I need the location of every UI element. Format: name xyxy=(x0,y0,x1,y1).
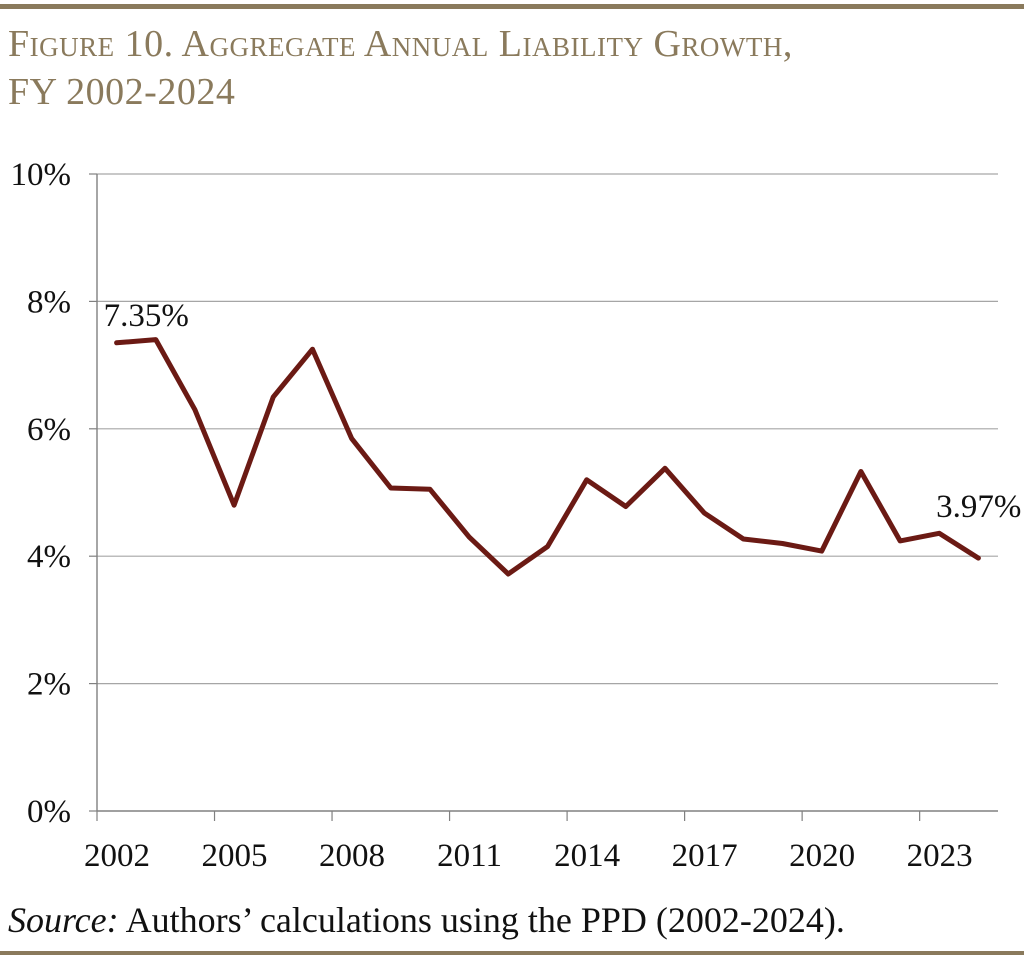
source-label: Source: xyxy=(8,900,119,940)
y-tick-label: 4% xyxy=(27,539,71,575)
x-tick-label: 2020 xyxy=(789,838,855,874)
top-rule xyxy=(0,4,1024,9)
y-tick-label: 10% xyxy=(11,157,72,193)
y-tick-label: 8% xyxy=(27,284,71,320)
data-label: 7.35% xyxy=(104,298,189,334)
source-note: Source: Authors’ calculations using the … xyxy=(8,898,845,942)
x-tick-label: 2005 xyxy=(202,838,268,874)
source-text: Authors’ calculations using the PPD (200… xyxy=(118,900,845,940)
x-tick-label: 2002 xyxy=(84,838,150,874)
figure-title-line1: Figure 10. Aggregate Annual Liability Gr… xyxy=(8,23,793,65)
bottom-rule xyxy=(0,951,1024,955)
y-tick-label: 2% xyxy=(27,667,71,703)
y-tick-label: 0% xyxy=(27,794,71,830)
figure-title-line2: FY 2002-2024 xyxy=(8,71,236,113)
x-tick-label: 2008 xyxy=(319,838,385,874)
x-tick-label: 2023 xyxy=(907,838,973,874)
x-tick-label: 2011 xyxy=(437,838,502,874)
series-line xyxy=(114,337,981,577)
figure-title: Figure 10. Aggregate Annual Liability Gr… xyxy=(8,20,1008,116)
x-tick-label: 2017 xyxy=(672,838,738,874)
y-tick-label: 6% xyxy=(27,412,71,448)
data-label: 3.97% xyxy=(936,489,1021,525)
x-tick-label: 2014 xyxy=(554,838,620,874)
